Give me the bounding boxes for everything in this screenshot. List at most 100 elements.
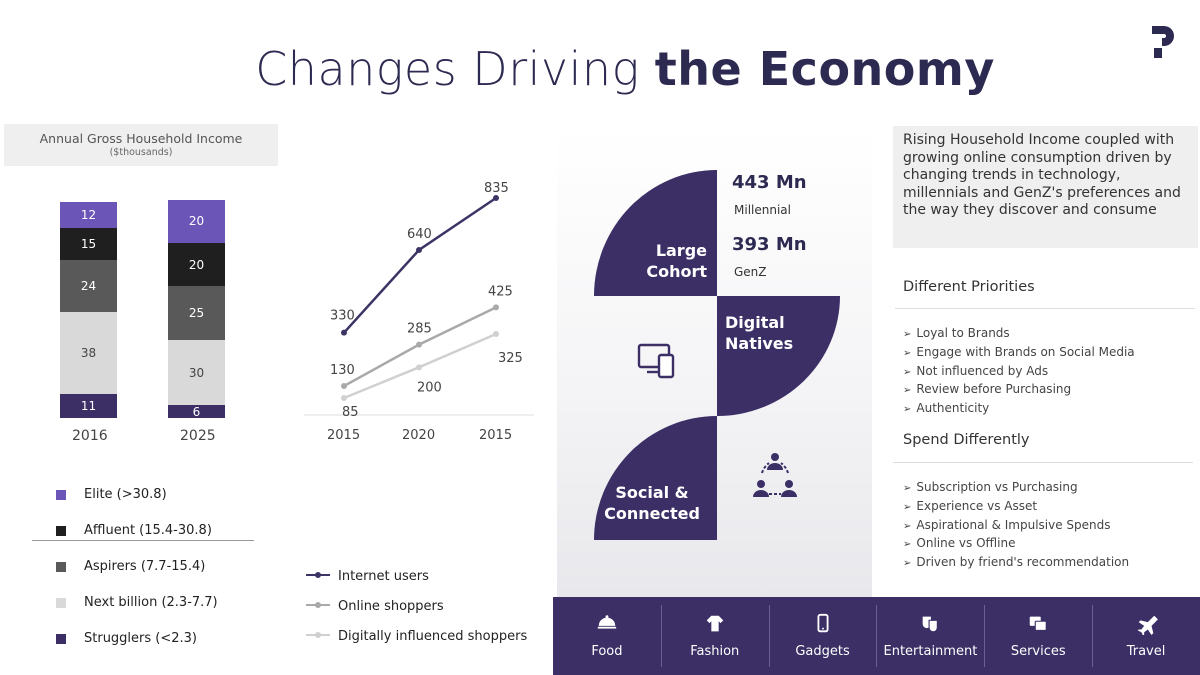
users-data-point bbox=[416, 364, 422, 371]
users-data-label: 425 bbox=[488, 284, 513, 299]
income-bar-value: 20 bbox=[188, 214, 205, 229]
users-panel: 330 640 835 130 285 425 85 200 325 2015 2020 2015 In… bbox=[284, 135, 554, 675]
income-legend-label: Affluent (15.4-30.8) bbox=[84, 523, 212, 538]
priorities-heading: Different Priorities bbox=[903, 279, 1035, 295]
income-chart-subtitle: ($thousands) bbox=[109, 147, 173, 158]
users-x-tick: 2020 bbox=[402, 428, 435, 443]
summary-box: Rising Household Income coupled with gro… bbox=[893, 126, 1198, 248]
users-data-point bbox=[341, 329, 347, 336]
priorities-item: Review before Purchasing bbox=[903, 381, 1135, 400]
category-bar: Food Fashion Gadgets Entertainment Services T… bbox=[553, 597, 1200, 675]
travel-icon bbox=[1137, 615, 1158, 635]
income-bar-value: 11 bbox=[80, 399, 97, 414]
income-chart-header: Annual Gross Household Income ($thousand… bbox=[4, 124, 278, 166]
users-data-point bbox=[416, 246, 422, 253]
users-x-tick: 2015 bbox=[327, 428, 360, 443]
income-bar-segment: 15 bbox=[60, 227, 117, 261]
priorities-list: Loyal to BrandsEngage with Brands on Soc… bbox=[903, 325, 1135, 419]
spend-item: Aspirational & Impulsive Spends bbox=[903, 517, 1129, 536]
social-connected-shape bbox=[594, 416, 717, 540]
devices-icon bbox=[637, 343, 675, 379]
spend-item: Online vs Offline bbox=[903, 535, 1129, 554]
income-legend-swatch bbox=[56, 525, 66, 536]
income-legend-swatch bbox=[56, 489, 66, 500]
users-data-label: 200 bbox=[417, 380, 442, 395]
income-legend-label: Next billion (2.3-7.7) bbox=[84, 595, 218, 610]
income-legend-label: Strugglers (<2.3) bbox=[84, 631, 198, 646]
fashion-icon bbox=[706, 615, 723, 632]
income-legend-swatch bbox=[56, 597, 66, 608]
income-bar-value: 30 bbox=[188, 365, 205, 380]
users-data-label: 835 bbox=[484, 181, 509, 196]
income-chart-baseline bbox=[32, 540, 254, 541]
income-legend-item: Next billion (2.3-7.7) bbox=[56, 595, 218, 610]
digital-natives-shape bbox=[717, 296, 840, 416]
category-label: Services bbox=[1010, 644, 1066, 659]
income-bar-segment: 11 bbox=[60, 394, 117, 418]
income-bar-segment: 38 bbox=[60, 312, 117, 395]
category-travel: Travel bbox=[1092, 597, 1200, 675]
category-services: Services bbox=[984, 597, 1092, 675]
income-bar-value: 20 bbox=[188, 257, 205, 272]
income-bar-value: 6 bbox=[192, 404, 201, 419]
spend-divider bbox=[893, 462, 1193, 463]
users-data-label: 130 bbox=[330, 363, 355, 378]
users-data-point bbox=[493, 194, 499, 201]
income-bar-segment: 20 bbox=[168, 243, 225, 287]
genz-value: 393 Mn bbox=[732, 234, 807, 255]
income-bar-value: 12 bbox=[80, 207, 97, 222]
large-cohort-label: Large Cohort bbox=[646, 241, 707, 281]
users-data-label: 325 bbox=[498, 351, 523, 366]
income-bar-value: 15 bbox=[80, 237, 97, 252]
category-entertainment: Entertainment bbox=[876, 597, 984, 675]
spend-list: Subscription vs PurchasingExperience vs … bbox=[903, 479, 1129, 573]
millennial-label: Millennial bbox=[734, 203, 791, 217]
gadgets-icon bbox=[817, 613, 829, 633]
users-data-label: 640 bbox=[407, 227, 432, 242]
users-x-tick: 2015 bbox=[479, 428, 512, 443]
social-connected-label: Social & Connected bbox=[604, 483, 700, 523]
category-gadgets: Gadgets bbox=[768, 597, 877, 675]
category-label: Food bbox=[591, 644, 623, 659]
income-legend-item: Elite (>30.8) bbox=[56, 487, 167, 502]
users-data-point bbox=[493, 304, 499, 311]
users-data-point bbox=[341, 382, 347, 389]
category-food: Food bbox=[553, 597, 661, 675]
users-legend-marker bbox=[315, 572, 321, 578]
users-data-label: 285 bbox=[407, 322, 432, 337]
slide-title: Changes Driving the Economy bbox=[255, 42, 995, 96]
users-data-label: 330 bbox=[330, 309, 355, 324]
income-legend-swatch bbox=[56, 633, 66, 644]
income-bar-segment: 30 bbox=[168, 340, 225, 406]
users-line-chart: 330 640 835 130 285 425 85 200 325 2015 2020 2015 In… bbox=[304, 181, 534, 644]
spend-item: Subscription vs Purchasing bbox=[903, 479, 1129, 498]
income-legend-swatch bbox=[56, 561, 66, 572]
entertainment-icon bbox=[923, 616, 939, 633]
priorities-divider bbox=[895, 308, 1195, 309]
services-icon bbox=[1029, 616, 1048, 631]
users-series-line bbox=[343, 196, 497, 334]
income-legend-label: Elite (>30.8) bbox=[84, 487, 167, 502]
income-chart-title: Annual Gross Household Income bbox=[39, 131, 243, 146]
users-legend-marker bbox=[315, 632, 321, 638]
people-network-icon bbox=[753, 453, 797, 497]
income-legend-item: Strugglers (<2.3) bbox=[56, 631, 197, 646]
users-legend-label: Digitally influenced shoppers bbox=[338, 629, 527, 644]
priorities-item: Not influenced by Ads bbox=[903, 363, 1135, 382]
food-icon bbox=[597, 615, 617, 629]
priorities-item: Authenticity bbox=[903, 400, 1135, 419]
users-legend-label: Internet users bbox=[338, 569, 429, 584]
category-label: Fashion bbox=[690, 644, 740, 659]
income-bar-segment: 6 bbox=[168, 404, 225, 419]
users-legend-label: Online shoppers bbox=[338, 599, 444, 614]
digital-natives-label: Digital Natives bbox=[725, 313, 794, 353]
income-bar-segment: 12 bbox=[60, 202, 117, 228]
users-data-point bbox=[416, 341, 422, 348]
spend-item: Experience vs Asset bbox=[903, 498, 1129, 517]
priorities-item: Engage with Brands on Social Media bbox=[903, 344, 1134, 363]
category-label: Travel bbox=[1126, 644, 1166, 659]
brand-logo-icon bbox=[1152, 26, 1174, 58]
income-bar-value: 24 bbox=[80, 279, 97, 294]
income-panel: Annual Gross Household Income ($thousand… bbox=[0, 122, 280, 675]
users-data-point bbox=[493, 330, 499, 337]
